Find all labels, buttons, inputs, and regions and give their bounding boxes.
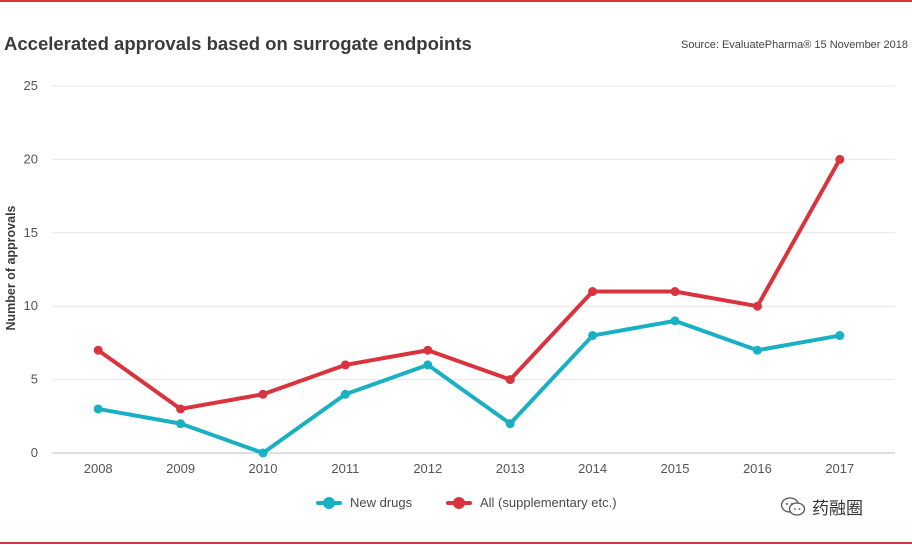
- data-point-new-drugs: [340, 389, 350, 399]
- x-tick-label: 2008: [84, 461, 113, 476]
- legend-marker-all: [453, 496, 465, 509]
- legend-marker-new-drugs: [323, 496, 335, 509]
- data-point-all: [505, 375, 515, 385]
- top-rule: [0, 0, 912, 2]
- y-axis-label: Number of approvals: [4, 205, 18, 330]
- legend: New drugs All (supplementary etc.): [0, 495, 912, 515]
- chat-bubble-icon: [780, 496, 806, 516]
- data-point-all: [340, 360, 350, 370]
- line-chart: 0 5 10 15 20 25 Number of approvals 2008 2009 201…: [4, 78, 895, 476]
- x-tick-label: 2016: [743, 461, 772, 476]
- bottom-rule: [0, 542, 912, 544]
- data-point-new-drugs: [588, 331, 598, 341]
- series-line-new-drugs: [96, 318, 842, 455]
- data-point-new-drugs: [670, 316, 680, 326]
- data-point-new-drugs: [505, 419, 515, 429]
- x-tick-label: 2011: [331, 461, 359, 476]
- data-point-new-drugs: [176, 419, 186, 429]
- data-point-all: [176, 404, 186, 414]
- y-tick-label: 5: [31, 372, 38, 387]
- data-point-all: [93, 345, 103, 355]
- x-tick-label: 2010: [249, 461, 278, 476]
- data-point-all: [423, 345, 433, 355]
- y-tick-label: 20: [24, 151, 38, 166]
- x-tick-label: 2014: [578, 461, 607, 476]
- x-tick-label: 2015: [661, 461, 690, 476]
- y-tick-label: 15: [24, 225, 38, 240]
- x-tick-label: 2017: [825, 461, 854, 476]
- watermark-text: 药融圈: [812, 499, 863, 518]
- x-tick-label: 2009: [166, 461, 195, 476]
- data-point-all: [258, 389, 268, 399]
- legend-swatch-all: [446, 496, 472, 509]
- y-tick-label: 25: [24, 78, 38, 93]
- data-point-new-drugs: [423, 360, 433, 370]
- data-point-new-drugs: [258, 448, 268, 458]
- legend-label-new-drugs: New drugs: [350, 495, 413, 510]
- y-tick-label: 10: [24, 298, 38, 313]
- source-note: Source: EvaluatePharma® 15 November 2018: [680, 39, 908, 51]
- series-line-all: [96, 157, 842, 411]
- legend-item-new-drugs: New drugs: [316, 495, 412, 510]
- y-tick-label: 0: [31, 445, 38, 460]
- data-point-all: [588, 287, 598, 297]
- watermark: 药融圈: [780, 494, 863, 519]
- x-tick-label: 2012: [413, 461, 442, 476]
- x-tick-label: 2013: [496, 461, 525, 476]
- data-point-new-drugs: [835, 331, 845, 341]
- data-point-new-drugs: [93, 404, 103, 414]
- chart-title: Accelerated approvals based on surrogate…: [4, 33, 472, 54]
- data-point-all: [835, 154, 845, 164]
- data-point-all: [752, 301, 762, 311]
- legend-label-all: All (supplementary etc.): [480, 495, 617, 510]
- data-point-all: [670, 287, 680, 297]
- legend-item-all: All (supplementary etc.): [446, 495, 617, 510]
- data-point-new-drugs: [752, 345, 762, 355]
- legend-swatch-new-drugs: [316, 496, 342, 509]
